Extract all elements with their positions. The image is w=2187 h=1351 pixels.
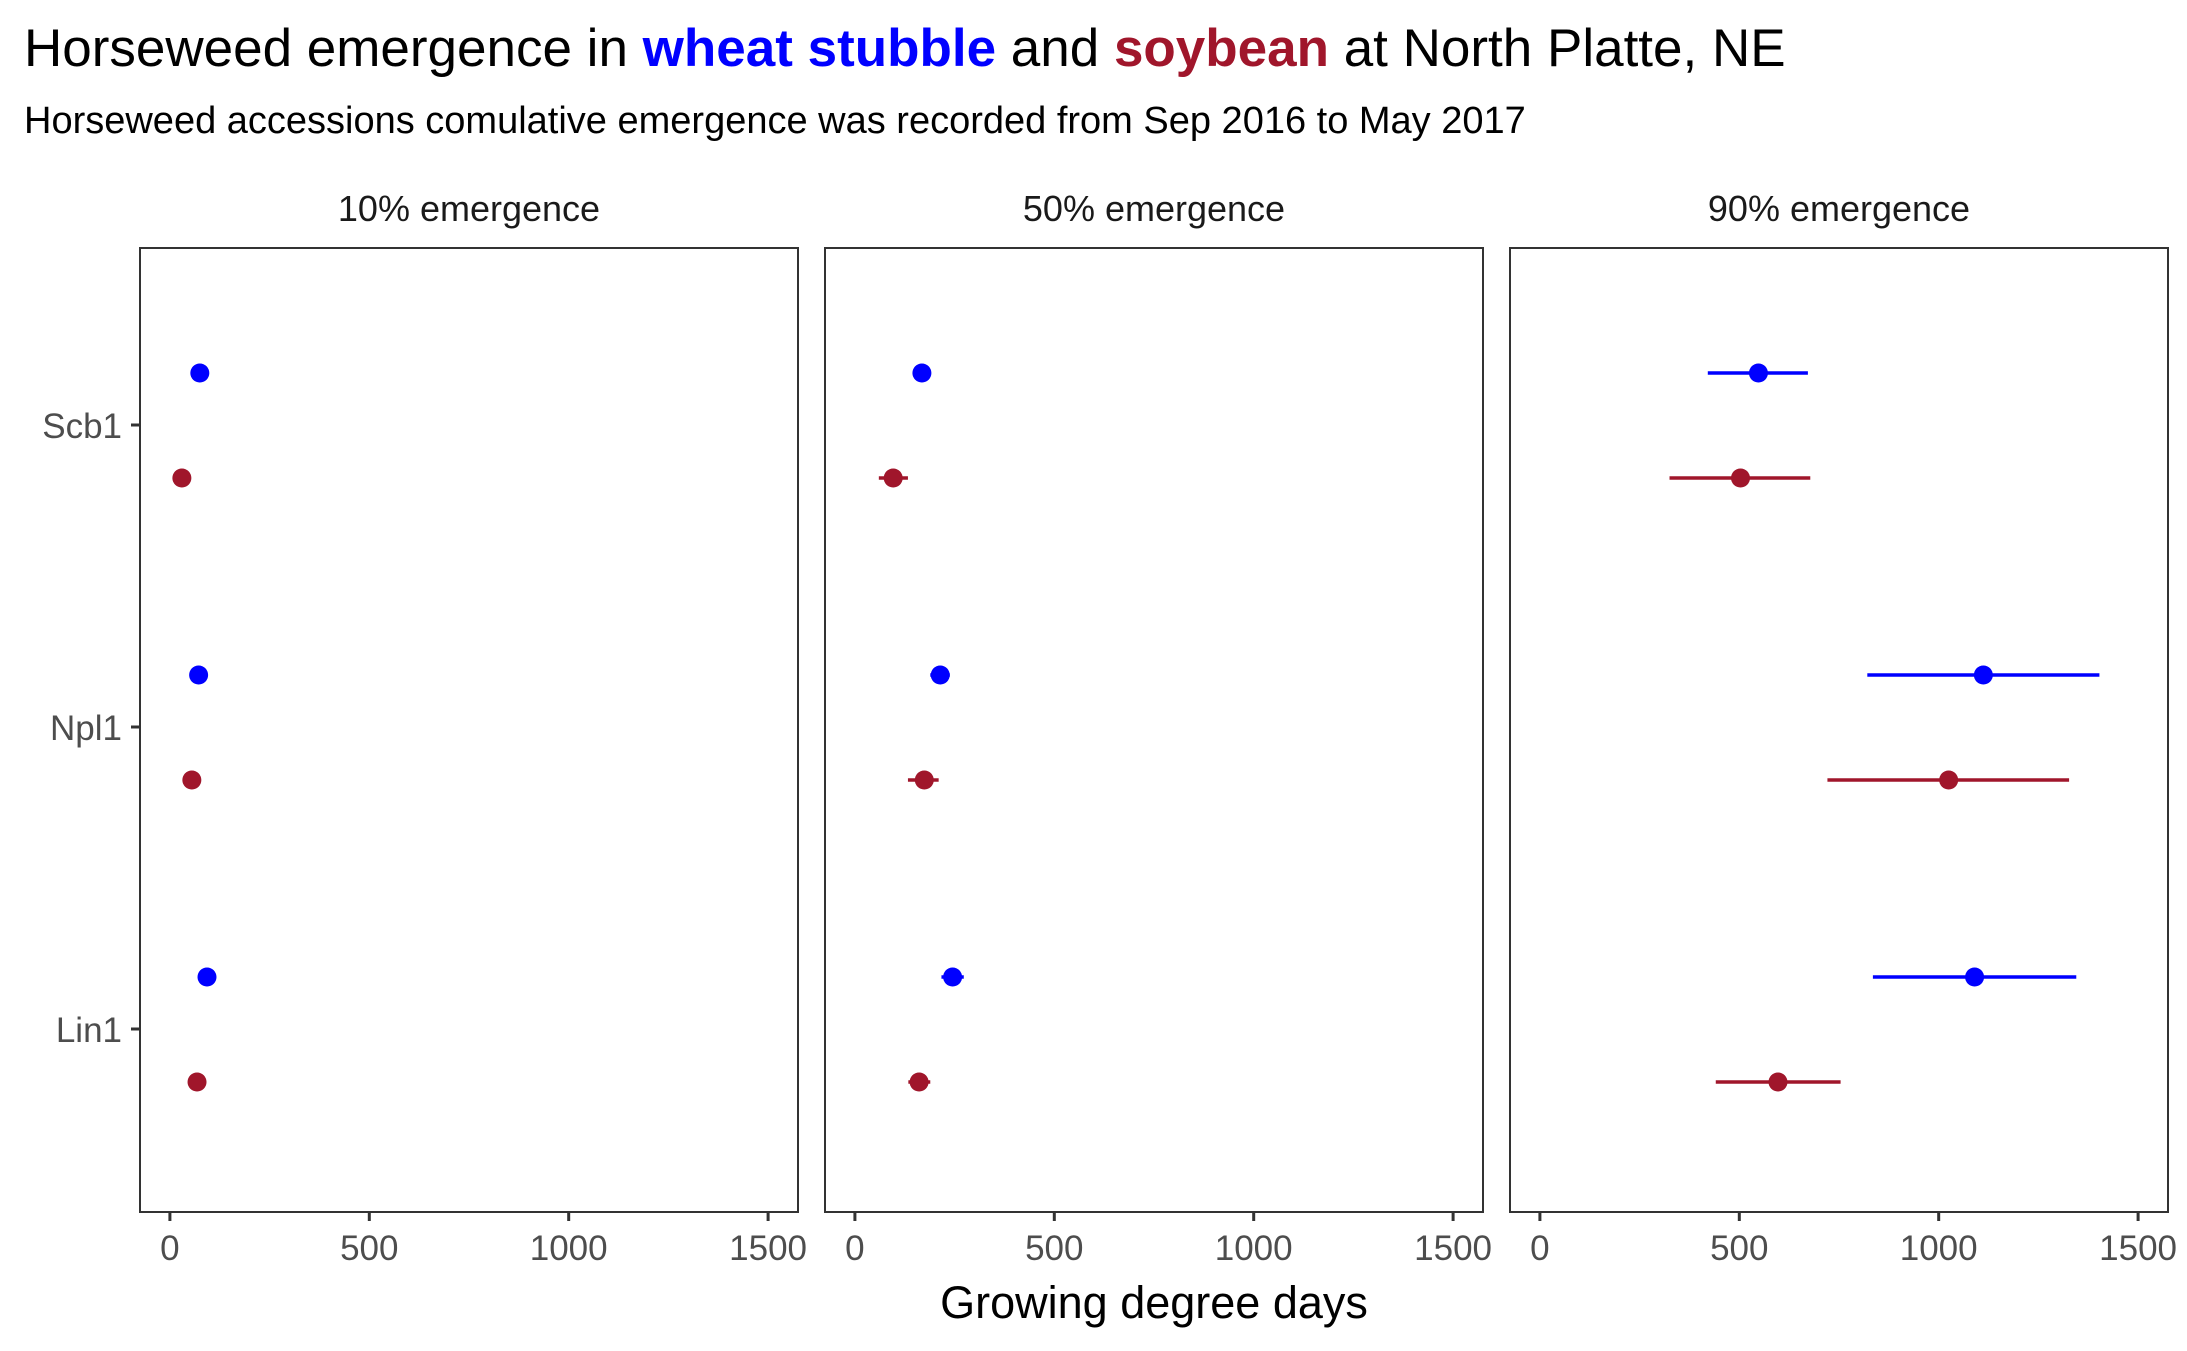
facet-strip-label: 50% emergence [1023,188,1285,229]
facet-strip-label: 90% emergence [1708,188,1970,229]
point-scb1-wheat [1748,363,1768,383]
point-npl1-soybean [1939,770,1959,790]
facet-panel-border [139,247,799,1213]
x-tick-label: 1500 [729,1229,807,1268]
x-tick-label: 1000 [1900,1229,1978,1268]
x-tick-label: 1500 [1414,1229,1492,1268]
point-scb1-soybean [172,468,192,488]
point-npl1-wheat [189,665,209,685]
point-scb1-soybean [1730,468,1750,488]
x-tick-label: 0 [1530,1229,1549,1268]
x-tick-label: 500 [340,1229,398,1268]
x-axis-title: Growing degree days [940,1277,1368,1328]
title-wheat-stubble: wheat stubble [642,19,997,78]
point-lin1-wheat [943,967,963,987]
title-soybean: soybean [1113,19,1329,78]
facet-panel-border [824,247,1484,1213]
x-tick-label: 1000 [530,1229,608,1268]
facet-panel-border [1509,247,2169,1213]
point-npl1-soybean [182,770,202,790]
title-part-1: Horseweed emergence in [24,19,643,78]
x-tick-label: 0 [160,1229,179,1268]
point-lin1-soybean [187,1072,207,1092]
chart-subtitle: Horseweed accessions comulative emergenc… [24,100,1526,142]
y-tick-label-scb1: Scb1 [42,407,122,446]
point-npl1-soybean [914,770,934,790]
point-npl1-wheat [1973,665,1993,685]
x-tick-label: 1000 [1215,1229,1293,1268]
point-npl1-wheat [930,665,950,685]
point-lin1-wheat [1965,967,1985,987]
x-tick-label: 0 [845,1229,864,1268]
point-lin1-soybean [909,1072,929,1092]
point-lin1-soybean [1768,1072,1788,1092]
title-part-3: at North Platte, NE [1328,19,1786,78]
x-tick-label: 500 [1025,1229,1083,1268]
point-scb1-wheat [190,363,210,383]
x-tick-label: 1500 [2099,1229,2177,1268]
point-scb1-soybean [883,468,903,488]
y-tick-label-npl1: Npl1 [50,709,122,748]
y-tick-label-lin1: Lin1 [56,1011,122,1050]
x-tick-label: 500 [1710,1229,1768,1268]
point-lin1-wheat [197,967,217,987]
facet-strip-label: 10% emergence [338,188,600,229]
chart-title: Horseweed emergence in wheat stubble and… [24,14,1786,84]
title-part-2: and [996,19,1114,78]
point-scb1-wheat [912,363,932,383]
